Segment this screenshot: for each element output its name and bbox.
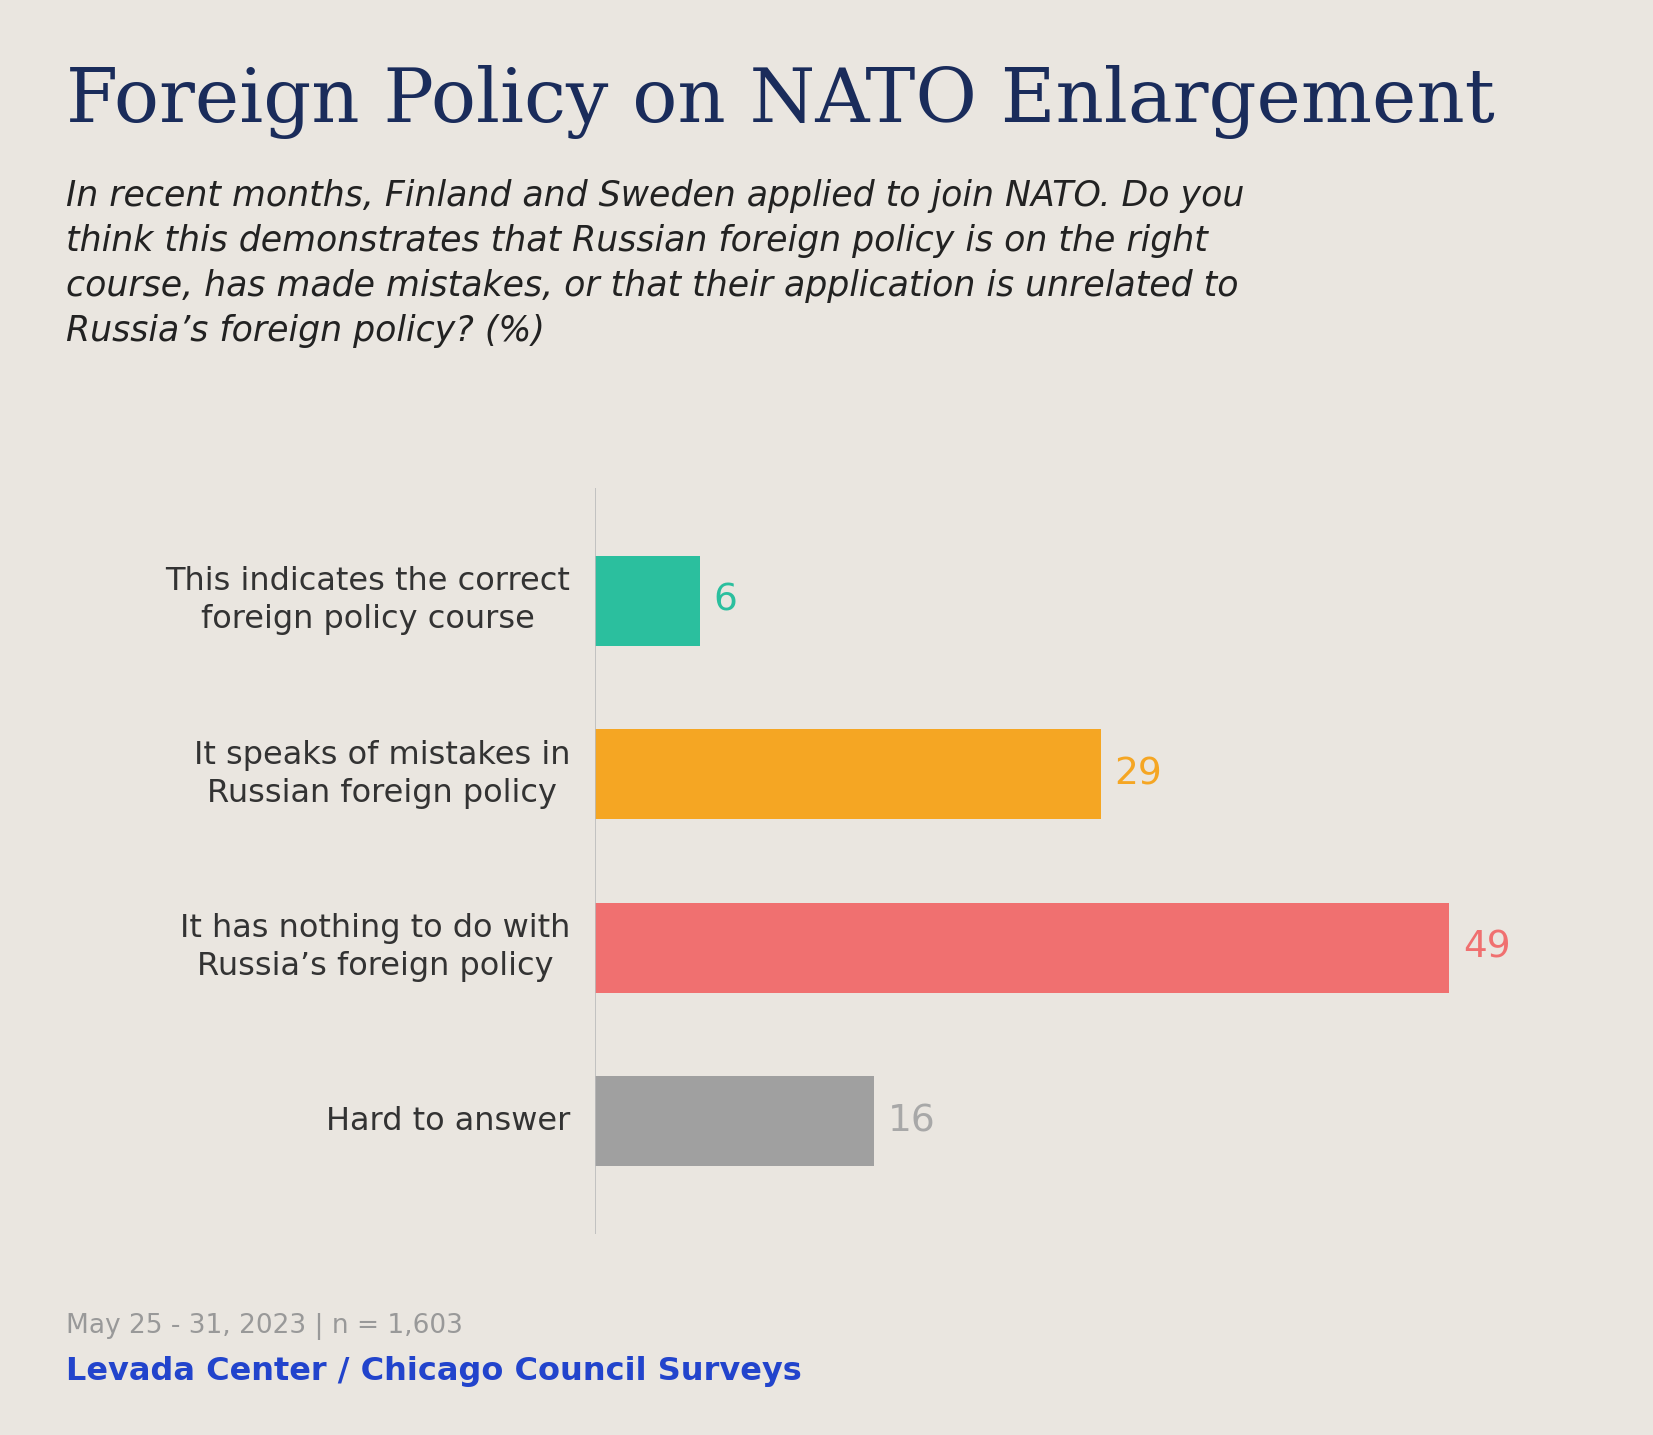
Text: In recent months, Finland and Sweden applied to join NATO. Do you
think this dem: In recent months, Finland and Sweden app… <box>66 179 1245 347</box>
Text: 6: 6 <box>714 583 737 618</box>
Text: 49: 49 <box>1463 930 1511 966</box>
Text: Levada Center / Chicago Council Surveys: Levada Center / Chicago Council Surveys <box>66 1356 802 1388</box>
Text: Hard to answer: Hard to answer <box>326 1106 570 1137</box>
Text: This indicates the correct
foreign policy course: This indicates the correct foreign polic… <box>165 565 570 636</box>
Text: It has nothing to do with
Russia’s foreign policy: It has nothing to do with Russia’s forei… <box>180 913 570 983</box>
Bar <box>595 555 699 646</box>
Text: 16: 16 <box>888 1104 936 1139</box>
Bar <box>595 1076 874 1167</box>
Bar <box>595 729 1101 819</box>
Text: Foreign Policy on NATO Enlargement: Foreign Policy on NATO Enlargement <box>66 65 1494 139</box>
Text: May 25 - 31, 2023 | n = 1,603: May 25 - 31, 2023 | n = 1,603 <box>66 1313 463 1340</box>
Text: It speaks of mistakes in
Russian foreign policy: It speaks of mistakes in Russian foreign… <box>193 739 570 809</box>
Text: 29: 29 <box>1114 756 1162 792</box>
Bar <box>595 903 1450 993</box>
